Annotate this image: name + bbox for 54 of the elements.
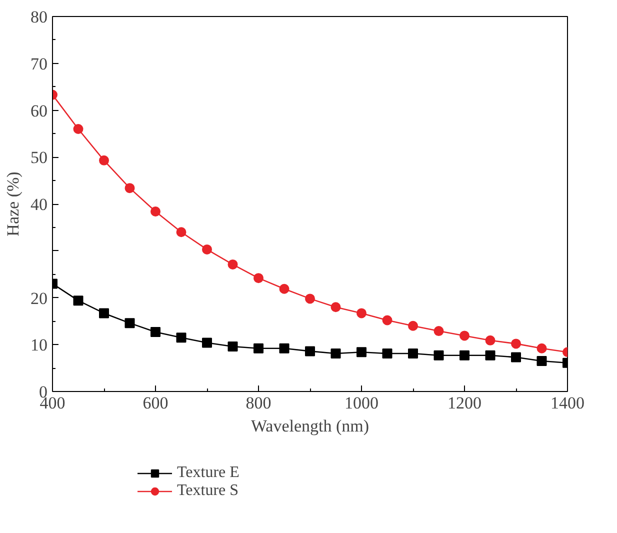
point	[356, 347, 366, 358]
point	[73, 296, 84, 306]
y-tick-label: 80	[30, 8, 48, 26]
point	[330, 348, 341, 359]
x-tick-label: 800	[246, 394, 272, 412]
point	[254, 343, 264, 354]
y-tick-label: 70	[30, 54, 48, 74]
y-tick-label: 50	[30, 148, 48, 168]
legend-label: Texture S	[177, 482, 239, 500]
point	[176, 332, 186, 343]
point	[279, 284, 290, 294]
y-tick-label: 10	[30, 336, 48, 355]
point	[511, 352, 521, 362]
point	[99, 155, 109, 166]
y-tick-label: 60	[30, 101, 48, 120]
point	[124, 318, 135, 328]
point	[356, 308, 366, 318]
point	[434, 326, 444, 336]
point	[228, 342, 238, 352]
point	[485, 350, 496, 360]
point	[460, 330, 470, 341]
x-axis-title: Wavelength (nm)	[250, 416, 370, 436]
point	[305, 294, 315, 304]
point	[382, 315, 392, 326]
point	[408, 348, 418, 359]
point	[202, 244, 212, 254]
point	[150, 206, 160, 216]
point	[150, 326, 160, 337]
point	[408, 320, 418, 331]
x-tick-label: 1000	[344, 394, 378, 412]
x-tick-label: 600	[142, 394, 168, 412]
x-tick-label: 1200	[448, 394, 482, 412]
point	[99, 308, 109, 318]
point	[536, 343, 547, 354]
point	[124, 183, 135, 194]
point	[485, 335, 496, 346]
y-axis-title: Haze (%)	[4, 172, 22, 236]
point	[228, 259, 238, 270]
y-tick-label: 40	[30, 195, 48, 214]
point	[305, 346, 315, 356]
point	[434, 350, 444, 360]
x-tick-label: 1400	[550, 394, 584, 412]
point	[382, 348, 392, 359]
legend-label: Texture E	[177, 464, 240, 482]
point	[202, 338, 212, 348]
point	[73, 124, 84, 134]
point	[330, 302, 341, 312]
point	[511, 338, 521, 349]
point	[536, 356, 547, 366]
point	[279, 343, 290, 354]
point	[254, 273, 264, 284]
point	[176, 227, 186, 238]
point	[460, 350, 470, 360]
y-tick-label: 20	[30, 288, 48, 308]
